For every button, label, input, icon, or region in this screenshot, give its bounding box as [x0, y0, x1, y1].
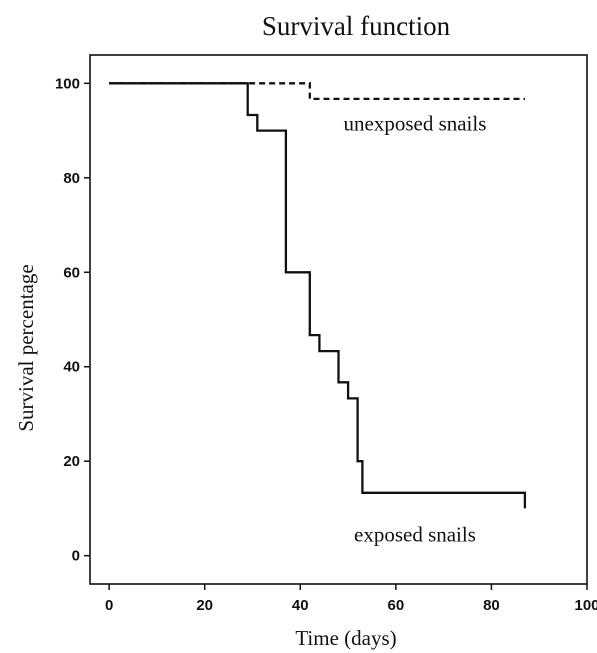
- x-tick-label: 100: [574, 597, 597, 614]
- y-tick-label: 40: [63, 359, 80, 376]
- series-line-unexposed-snails: [109, 82, 525, 101]
- series-layer: [109, 82, 527, 509]
- y-tick-label: 80: [63, 170, 80, 187]
- plot-frame: [89, 54, 588, 585]
- x-axis-ticks: 0 20 40 60 80 100: [105, 584, 597, 614]
- series-annotation: unexposed snails: [344, 112, 487, 136]
- y-axis-ticks: 0 20 40 60 80 100: [55, 75, 90, 565]
- x-tick-label: 60: [388, 597, 405, 614]
- y-tick-label: 20: [63, 453, 80, 470]
- x-tick-label: 80: [483, 597, 500, 614]
- y-tick-label: 60: [63, 264, 80, 281]
- y-tick-label: 0: [72, 548, 80, 565]
- x-axis-label: Time (days): [295, 626, 396, 650]
- series-line-exposed-snails: [109, 82, 527, 509]
- chart-title: Survival function: [262, 11, 451, 41]
- x-tick-label: 0: [105, 597, 113, 614]
- y-axis-label: Survival percentage: [14, 264, 38, 431]
- y-tick-label: 100: [55, 75, 80, 92]
- x-tick-label: 40: [292, 597, 309, 614]
- x-tick-label: 20: [196, 597, 213, 614]
- series-annotation: exposed snails: [354, 522, 476, 546]
- annotation-layer: unexposed snails exposed snails: [344, 112, 487, 547]
